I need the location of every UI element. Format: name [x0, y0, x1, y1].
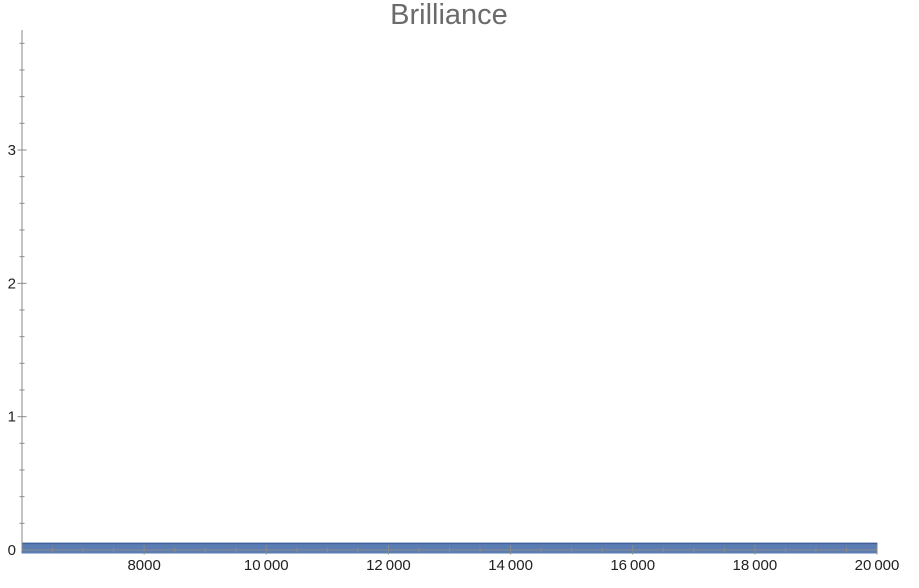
plot-area: 8000 10 000 12 000 14 000 16 000 18 000 20 000… [8, 30, 900, 574]
x-tick-label: 8000 [127, 557, 160, 574]
y-tick-label: 3 [8, 142, 16, 159]
x-tick-label: 18 000 [732, 557, 777, 574]
y-tick-label: 2 [8, 275, 16, 292]
x-tick-label: 14 000 [488, 557, 533, 574]
x-tick-label: 20 000 [855, 557, 900, 574]
y-tick-label: 1 [8, 409, 16, 426]
x-tick-label: 16 000 [610, 557, 655, 574]
x-tick-label: 12 000 [366, 557, 411, 574]
y-tick-label: 0 [8, 542, 16, 559]
x-tick-label: 10 000 [244, 557, 289, 574]
chart-title: Brilliance [390, 0, 508, 31]
